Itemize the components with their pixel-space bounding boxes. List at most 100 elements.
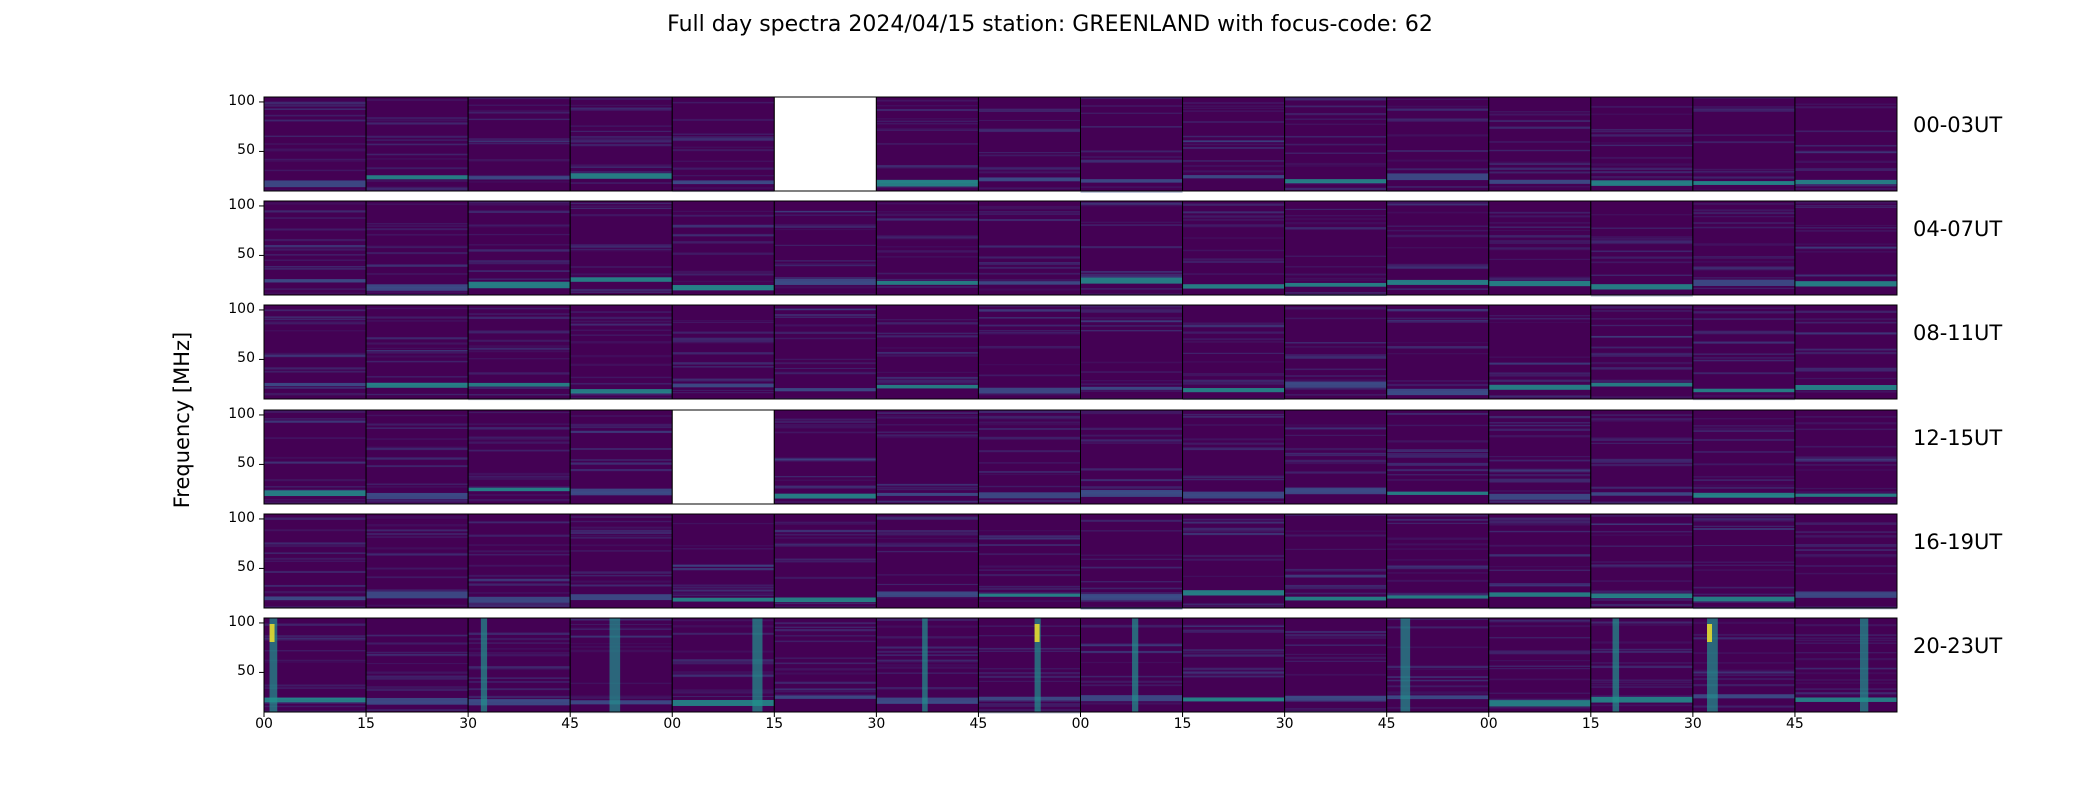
frequency-band: [978, 211, 1081, 213]
frequency-band: [876, 256, 979, 258]
low-frequency-band: [1488, 592, 1591, 597]
frequency-band: [1182, 218, 1285, 221]
frequency-band: [672, 340, 775, 342]
frequency-band: [978, 499, 1081, 503]
panel-background: [1590, 201, 1693, 295]
frequency-band: [1590, 171, 1693, 174]
frequency-band: [672, 671, 775, 673]
frequency-band: [1284, 307, 1387, 310]
frequency-band: [1794, 205, 1897, 207]
frequency-band: [1794, 491, 1897, 493]
frequency-band: [1182, 121, 1285, 123]
frequency-band: [1692, 519, 1795, 522]
frequency-band: [1488, 554, 1591, 557]
frequency-band: [978, 535, 1081, 538]
broadband-burst: [1707, 618, 1718, 712]
frequency-band: [1182, 533, 1285, 536]
frequency-band: [1692, 134, 1795, 136]
frequency-band: [468, 225, 571, 228]
frequency-band: [1590, 354, 1693, 357]
frequency-band: [876, 516, 979, 519]
frequency-band: [978, 438, 1081, 440]
frequency-band: [876, 351, 979, 354]
frequency-band: [1488, 276, 1591, 278]
frequency-band: [366, 355, 469, 358]
frequency-band: [1284, 644, 1387, 646]
low-frequency-band: [1590, 180, 1693, 186]
frequency-band: [978, 470, 1081, 473]
frequency-band: [1590, 144, 1693, 147]
frequency-band: [570, 354, 673, 358]
broadband-burst: [1859, 618, 1869, 712]
frequency-band: [1386, 229, 1489, 232]
frequency-band: [366, 567, 469, 570]
frequency-band: [1182, 667, 1285, 670]
low-frequency-band: [570, 594, 673, 601]
frequency-band: [366, 547, 469, 550]
frequency-band: [1590, 439, 1693, 441]
frequency-band: [468, 278, 571, 280]
frequency-band: [876, 105, 979, 107]
frequency-band: [1794, 458, 1897, 461]
frequency-band: [1284, 227, 1387, 230]
frequency-band: [876, 185, 979, 189]
low-frequency-band: [264, 490, 367, 497]
frequency-band: [1794, 367, 1897, 370]
frequency-band: [1284, 374, 1387, 378]
frequency-band: [1488, 258, 1591, 260]
frequency-band: [774, 210, 877, 213]
panel-background: [1386, 305, 1489, 399]
spectrum-panel: [569, 96, 673, 192]
frequency-band: [1284, 387, 1387, 390]
frequency-band: [1080, 675, 1183, 678]
frequency-band: [1182, 261, 1285, 263]
frequency-band: [978, 544, 1081, 546]
spectrum-panel: [1692, 200, 1796, 296]
frequency-band: [1692, 484, 1795, 486]
frequency-band: [876, 483, 979, 486]
frequency-band: [1284, 394, 1387, 396]
spectrum-panel: [875, 304, 979, 400]
frequency-band: [1080, 305, 1183, 308]
frequency-band: [264, 659, 367, 662]
frequency-band: [978, 129, 1081, 133]
frequency-band: [1182, 424, 1285, 426]
frequency-band: [978, 213, 1081, 215]
panel-background: [978, 201, 1081, 295]
frequency-band: [264, 318, 367, 321]
frequency-band: [1182, 361, 1285, 363]
frequency-band: [264, 461, 367, 464]
frequency-band: [1386, 514, 1489, 517]
frequency-band: [774, 640, 877, 643]
panel-background: [1590, 514, 1693, 608]
frequency-band: [978, 262, 1081, 264]
frequency-band: [468, 386, 571, 390]
frequency-band: [264, 309, 367, 312]
frequency-band: [468, 574, 571, 577]
frequency-band: [1284, 660, 1387, 662]
frequency-band: [1488, 375, 1591, 377]
panel-background: [1692, 514, 1795, 608]
frequency-band: [978, 208, 1081, 210]
frequency-band: [1284, 356, 1387, 359]
low-frequency-band: [264, 697, 367, 703]
frequency-band: [978, 668, 1081, 670]
frequency-band: [1590, 317, 1693, 320]
frequency-band: [366, 671, 469, 674]
frequency-band: [1284, 644, 1387, 647]
x-tick-label: 00: [1071, 716, 1090, 732]
spectrum-panel: [977, 617, 1081, 714]
frequency-band: [876, 143, 979, 145]
frequency-band: [1182, 624, 1285, 627]
low-frequency-band: [468, 382, 571, 387]
frequency-band: [264, 135, 367, 138]
frequency-band: [1386, 159, 1489, 162]
frequency-band: [264, 254, 367, 256]
burst-peak: [269, 624, 275, 642]
spectrum-panel: [1284, 304, 1388, 400]
frequency-band: [1488, 141, 1591, 143]
frequency-band: [978, 331, 1081, 333]
spectrum-panel: [1386, 96, 1490, 192]
frequency-band: [978, 473, 1081, 476]
frequency-band: [1590, 237, 1693, 240]
